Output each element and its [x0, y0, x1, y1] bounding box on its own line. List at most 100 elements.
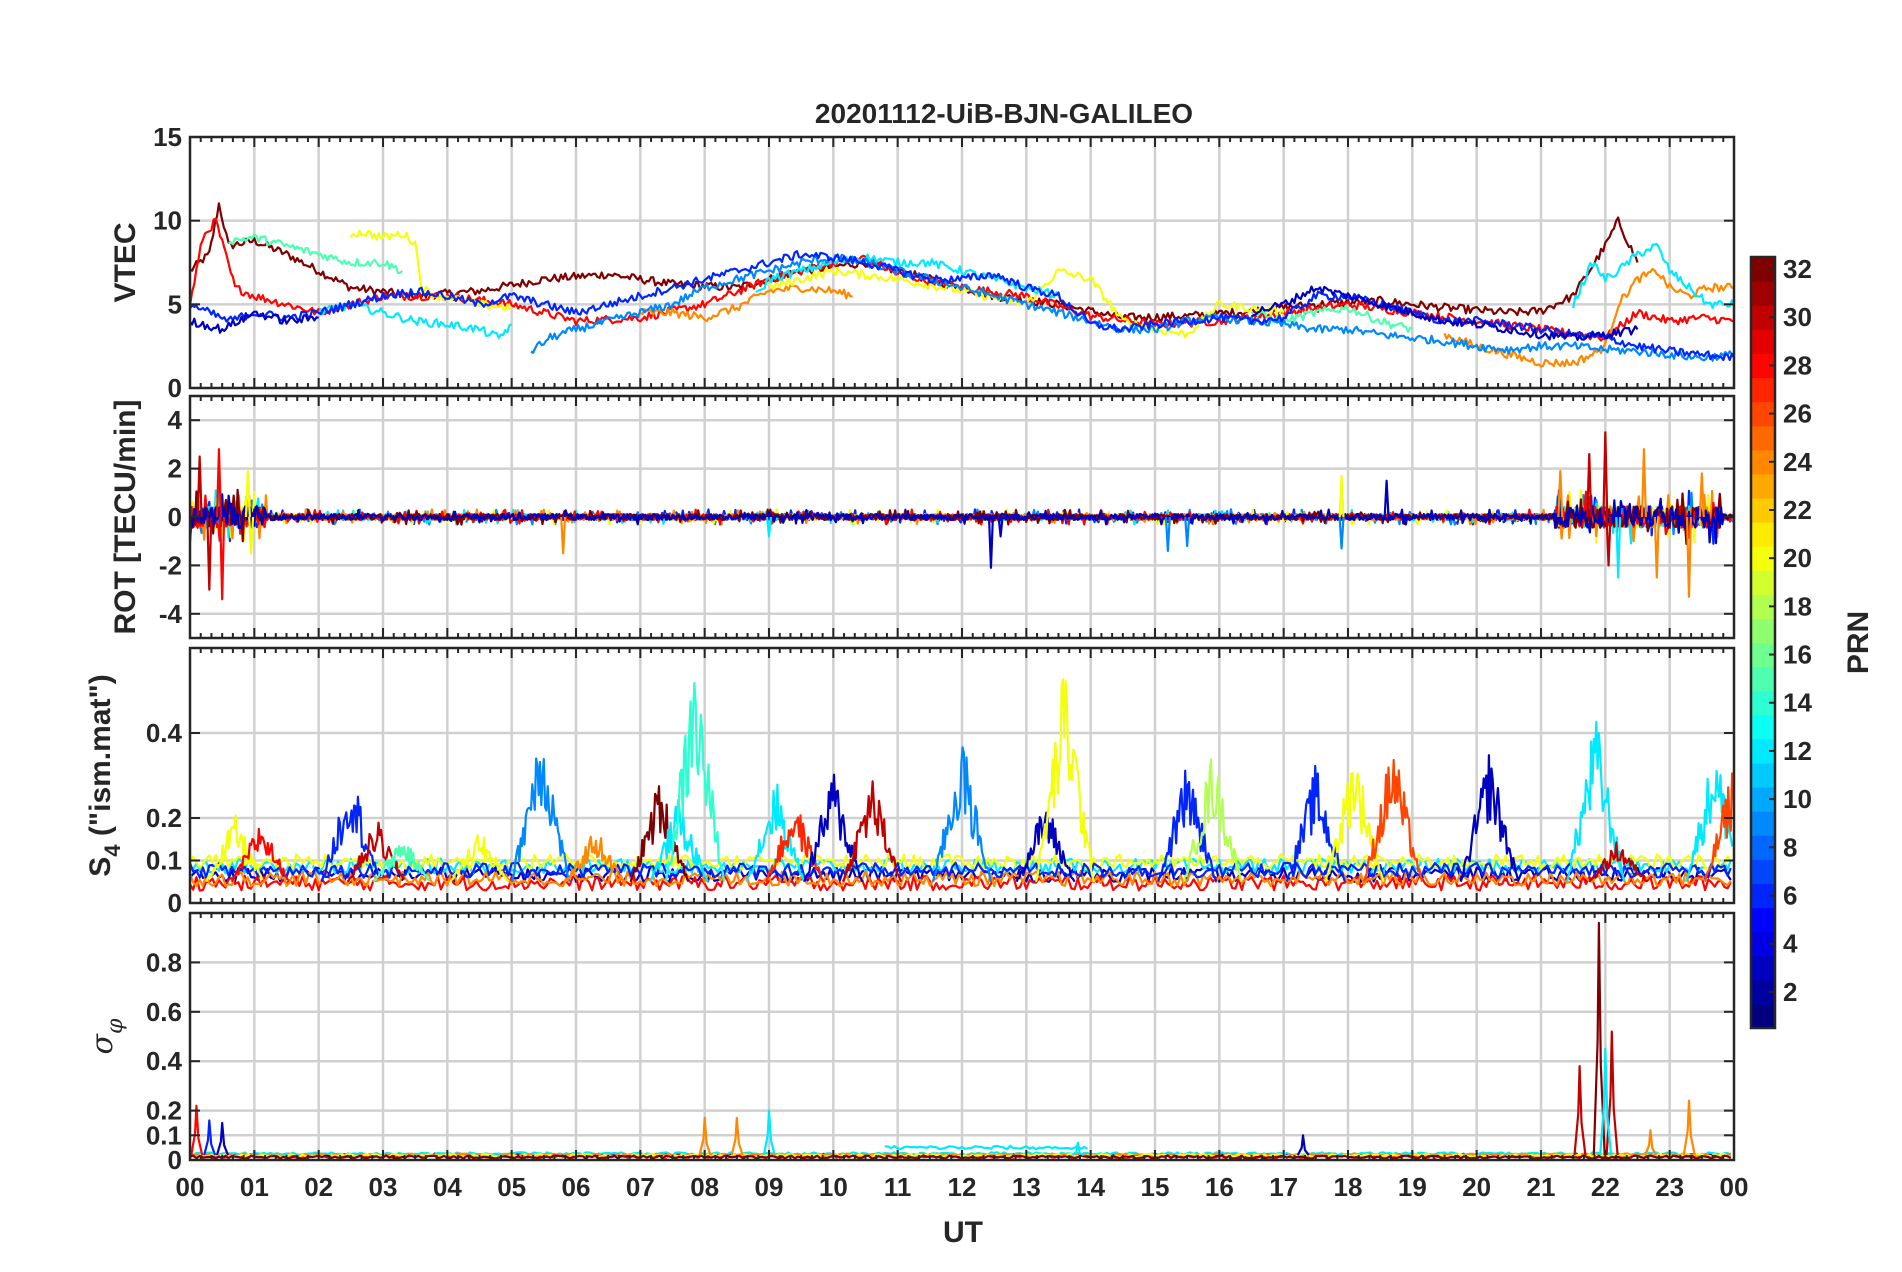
- sigma-spike-prn-28: [190, 1104, 204, 1156]
- y-tick-label: 0.4: [146, 1046, 183, 1076]
- y-axis-label: S4 ("ism.mat"): [84, 674, 125, 876]
- colorbar-frame: [1749, 255, 1777, 1030]
- s4-burst-prn-14: [665, 681, 726, 882]
- rot-spike: [997, 516, 1004, 538]
- s4-burst-prn-12: [1684, 769, 1734, 883]
- colorbar-tick-label: 22: [1783, 495, 1812, 525]
- y-tick-label: 0.2: [146, 1096, 182, 1126]
- sigma-spike-prn-32: [1592, 921, 1606, 1156]
- colorbar-tick-label: 30: [1783, 302, 1812, 332]
- rot-spike: [987, 516, 994, 569]
- vtec-series-prn-9: [530, 253, 1734, 362]
- y-axis-label: ROT [TECU/min]: [109, 400, 142, 635]
- y-tick-label: 0: [168, 373, 182, 403]
- x-tick-label: 03: [369, 1172, 398, 1202]
- rot-spike: [1698, 472, 1705, 518]
- s4-burst-prn-30: [841, 780, 902, 883]
- colorbar-swatch: [1751, 714, 1775, 740]
- s4-burst-prn-30: [1588, 841, 1648, 883]
- y-tick-label: 0.2: [146, 803, 182, 833]
- x-tick-label: 20: [1462, 1172, 1491, 1202]
- y-tick-label: 0: [168, 1145, 182, 1175]
- colorbar-swatch: [1751, 473, 1775, 499]
- rot-spike: [1184, 516, 1191, 548]
- colorbar-tick-label: 14: [1783, 688, 1812, 718]
- rot-spike: [206, 516, 213, 591]
- colorbar-swatch: [1751, 762, 1775, 788]
- rot-spike: [1653, 516, 1660, 579]
- y-tick-label: 10: [153, 206, 182, 236]
- traces-vtec: [190, 202, 1734, 368]
- panel-vtec: 0 5 10 15 VTEC: [109, 122, 1736, 403]
- s4-burst-prn-3: [1015, 811, 1076, 883]
- x-tick-label: 02: [304, 1172, 333, 1202]
- rot-spike: [196, 455, 203, 518]
- rot-spike: [1586, 452, 1593, 518]
- sigma-spike-prn-30: [1605, 1030, 1619, 1156]
- panel-s4: 0 0.1 0.2 0.4 S4 ("ism.mat"): [84, 646, 1736, 918]
- x-tick-label: 00: [176, 1172, 205, 1202]
- rot-spike: [1602, 431, 1609, 518]
- s4-burst-prn-15: [372, 845, 431, 883]
- s4-baseline-prn-12: [190, 857, 1732, 875]
- s4-burst-prn-20: [205, 814, 264, 883]
- colorbar-swatch: [1751, 281, 1775, 306]
- y-tick-label: -4: [159, 599, 183, 629]
- x-tick-label: 14: [1076, 1172, 1105, 1202]
- rot-spike: [1338, 516, 1345, 550]
- colorbar-swatch: [1751, 329, 1775, 354]
- sigma-spike-prn-24: [698, 1116, 712, 1156]
- colorbar-tick-label: 18: [1783, 591, 1812, 621]
- vtec-series-prn-15: [228, 233, 404, 274]
- s4-burst-prn-26: [1363, 758, 1424, 882]
- panel-sigma-phi: 00.10.2 0.4 0.6 0.8 σφ 00 01 02 03 04 05 06 07 08 09 10…: [85, 911, 1749, 1202]
- rot-series-prn-3: [190, 489, 1734, 545]
- sigma-plateau: [884, 1144, 1089, 1151]
- rot-spike: [1338, 474, 1345, 518]
- x-tick-label: 09: [755, 1172, 784, 1202]
- y-tick-label: 15: [153, 122, 182, 152]
- colorbar-tick-label: 8: [1783, 832, 1797, 862]
- y-tick-label: 0.1: [146, 1120, 182, 1150]
- rot-spike: [1615, 516, 1622, 579]
- y-tick-label: -2: [159, 550, 182, 580]
- y-axis-label: VTEC: [109, 222, 142, 302]
- sigma-spike-prn-3: [215, 1121, 230, 1156]
- colorbar-swatch: [1751, 1003, 1775, 1029]
- y-tick-label: 2: [168, 454, 182, 484]
- s4-baseline-prn-6: [190, 861, 1732, 879]
- colorbar-tick-label: 6: [1783, 880, 1797, 910]
- colorbar-swatch: [1751, 618, 1775, 644]
- y-tick-label: 0: [168, 888, 182, 918]
- chart-title: 20201112-UiB-BJN-GALILEO: [815, 98, 1193, 129]
- s4-baseline-prn-24: [190, 870, 1732, 888]
- x-tick-label: 19: [1398, 1172, 1427, 1202]
- rot-spike: [560, 516, 567, 555]
- x-tick-label: 00: [1720, 1172, 1749, 1202]
- x-tick-label: 23: [1655, 1172, 1684, 1202]
- colorbar-tick-label: 10: [1783, 784, 1812, 814]
- y-tick-label: 0.6: [146, 997, 182, 1027]
- x-tick-label: 10: [819, 1172, 848, 1202]
- x-tick-label: 16: [1205, 1172, 1234, 1202]
- s4-burst-prn-9: [510, 757, 571, 883]
- s4-burst-prn-20: [449, 834, 510, 883]
- s4-burst-prn-20: [1034, 678, 1095, 882]
- colorbar-swatch: [1751, 859, 1775, 885]
- colorbar-swatch: [1751, 955, 1775, 981]
- colorbar-swatch: [1751, 570, 1775, 595]
- x-tick-label: 04: [433, 1172, 462, 1202]
- s4-burst-prn-24: [565, 835, 625, 883]
- s4-burst-prn-28: [230, 827, 290, 883]
- x-tick-label: 07: [626, 1172, 655, 1202]
- rot-spike: [1605, 516, 1612, 567]
- colorbar-tick-label: 2: [1783, 977, 1797, 1007]
- y-tick-label: 0: [168, 502, 182, 532]
- rot-spike: [765, 516, 773, 538]
- x-tick-label: 01: [240, 1172, 269, 1202]
- y-tick-label: 0.1: [146, 846, 182, 876]
- x-axis-label: UT: [943, 1216, 983, 1249]
- colorbar-swatch: [1751, 377, 1775, 403]
- traces-sigma-phi: [190, 921, 1732, 1160]
